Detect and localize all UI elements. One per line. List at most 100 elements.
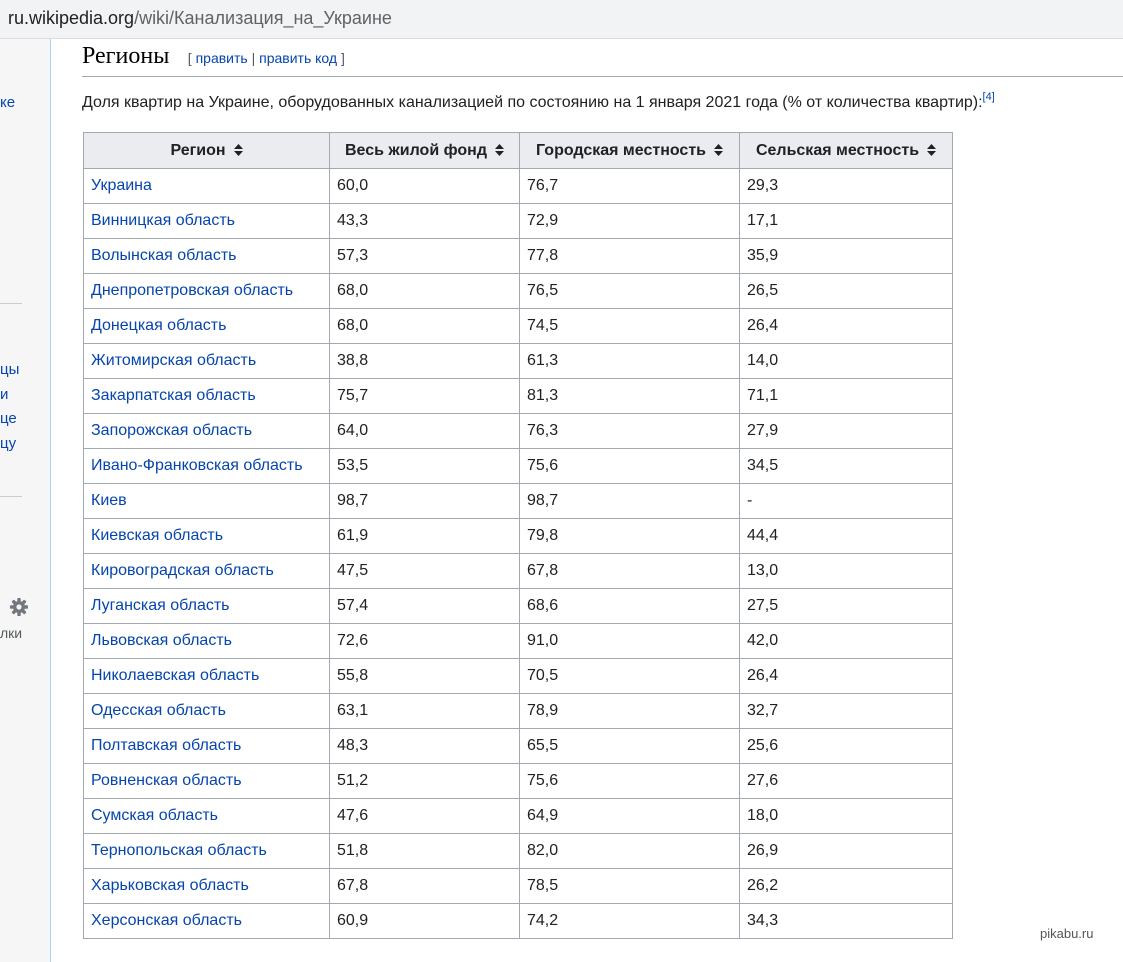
table-cell: 78,5 bbox=[519, 868, 740, 904]
region-link[interactable]: Харьковская область bbox=[83, 868, 330, 904]
region-link[interactable]: Донецкая область bbox=[83, 308, 330, 344]
table-cell: 51,8 bbox=[329, 833, 520, 869]
table-cell: 57,3 bbox=[329, 238, 520, 274]
table-cell: 76,7 bbox=[519, 168, 740, 204]
url-text[interactable]: ru.wikipedia.org/wiki/Канализация_на_Укр… bbox=[8, 8, 392, 29]
article-content: Регионы [ править | править код ] Доля к… bbox=[52, 39, 1123, 962]
region-link[interactable]: Луганская область bbox=[83, 588, 330, 624]
table-cell: 63,1 bbox=[329, 693, 520, 729]
browser-address-bar[interactable]: ru.wikipedia.org/wiki/Канализация_на_Укр… bbox=[0, 0, 1123, 39]
table-cell: 79,8 bbox=[519, 518, 740, 554]
region-link[interactable]: Закарпатская область bbox=[83, 378, 330, 414]
sort-icon bbox=[927, 143, 937, 156]
table-cell: 55,8 bbox=[329, 658, 520, 694]
table-row: Украина 60,0 76,7 29,3 bbox=[83, 168, 953, 204]
table-cell: 13,0 bbox=[739, 553, 953, 589]
table-cell: 53,5 bbox=[329, 448, 520, 484]
region-link[interactable]: Львовская область bbox=[83, 623, 330, 659]
sidebar-link-fragment[interactable]: и bbox=[0, 386, 9, 403]
sidebar-link-fragment[interactable]: це bbox=[0, 410, 17, 427]
region-link[interactable]: Кировоградская область bbox=[83, 553, 330, 589]
table-row: Волынская область 57,3 77,8 35,9 bbox=[83, 238, 953, 274]
table-row: Житомирская область 38,8 61,3 14,0 bbox=[83, 343, 953, 379]
column-header-label: Сельская местность bbox=[755, 141, 920, 159]
table-row: Херсонская область 60,9 74,2 34,3 bbox=[83, 903, 953, 939]
table-row: Одесская область 63,1 78,9 32,7 bbox=[83, 693, 953, 729]
table-row: Сумская область 47,6 64,9 18,0 bbox=[83, 798, 953, 834]
region-link[interactable]: Запорожская область bbox=[83, 413, 330, 449]
table-cell: 75,6 bbox=[519, 448, 740, 484]
table-header-row: Регион Весь жилой фонд Городская местнос… bbox=[83, 132, 953, 169]
table-row: Днепропетровская область 68,0 76,5 26,5 bbox=[83, 273, 953, 309]
sort-icon bbox=[713, 143, 723, 156]
table-row: Кировоградская область 47,5 67,8 13,0 bbox=[83, 553, 953, 589]
table-cell: 61,9 bbox=[329, 518, 520, 554]
region-link[interactable]: Днепропетровская область bbox=[83, 273, 330, 309]
region-link[interactable]: Сумская область bbox=[83, 798, 330, 834]
table-cell: 60,9 bbox=[329, 903, 520, 939]
region-link[interactable]: Волынская область bbox=[83, 238, 330, 274]
sort-icon bbox=[233, 143, 243, 156]
region-link[interactable]: Киевская область bbox=[83, 518, 330, 554]
edit-bracket-open: [ bbox=[187, 50, 192, 66]
table-cell: 26,5 bbox=[739, 273, 953, 309]
table-cell: 72,6 bbox=[329, 623, 520, 659]
reference-link[interactable]: [4] bbox=[982, 91, 995, 103]
region-link[interactable]: Ровненская область bbox=[83, 763, 330, 799]
table-cell: 27,5 bbox=[739, 588, 953, 624]
column-header-label: Регион bbox=[170, 141, 226, 159]
table-row: Ивано-Франковская область 53,5 75,6 34,5 bbox=[83, 448, 953, 484]
region-link[interactable]: Херсонская область bbox=[83, 903, 330, 939]
column-header-rural[interactable]: Сельская местность bbox=[739, 132, 953, 169]
table-cell: - bbox=[739, 483, 953, 519]
url-path: /wiki/Канализация_на_Украине bbox=[134, 8, 392, 28]
column-header-label: Весь жилой фонд bbox=[345, 141, 487, 159]
table-cell: 74,2 bbox=[519, 903, 740, 939]
edit-link[interactable]: править bbox=[195, 50, 248, 66]
region-link[interactable]: Одесская область bbox=[83, 693, 330, 729]
column-header-total[interactable]: Весь жилой фонд bbox=[329, 132, 520, 169]
table-cell: 64,0 bbox=[329, 413, 520, 449]
column-header-region[interactable]: Регион bbox=[83, 132, 330, 169]
table-cell: 75,7 bbox=[329, 378, 520, 414]
column-header-urban[interactable]: Городская местность bbox=[519, 132, 740, 169]
gear-icon[interactable] bbox=[9, 597, 29, 617]
table-cell: 81,3 bbox=[519, 378, 740, 414]
table-cell: 34,3 bbox=[739, 903, 953, 939]
table-row: Харьковская область 67,8 78,5 26,2 bbox=[83, 868, 953, 904]
edit-bracket-close: ] bbox=[340, 50, 345, 66]
edit-source-link[interactable]: править код bbox=[259, 50, 338, 66]
table-cell: 27,9 bbox=[739, 413, 953, 449]
table-cell: 38,8 bbox=[329, 343, 520, 379]
table-row: Николаевская область 55,8 70,5 26,4 bbox=[83, 658, 953, 694]
edit-separator: | bbox=[251, 50, 256, 66]
table-cell: 75,6 bbox=[519, 763, 740, 799]
table-cell: 98,7 bbox=[329, 483, 520, 519]
table-cell: 61,3 bbox=[519, 343, 740, 379]
region-link[interactable]: Полтавская область bbox=[83, 728, 330, 764]
table-cell: 26,2 bbox=[739, 868, 953, 904]
table-cell: 65,5 bbox=[519, 728, 740, 764]
table-row: Закарпатская область 75,7 81,3 71,1 bbox=[83, 378, 953, 414]
table-row: Запорожская область 64,0 76,3 27,9 bbox=[83, 413, 953, 449]
table-cell: 47,6 bbox=[329, 798, 520, 834]
region-link[interactable]: Винницкая область bbox=[83, 203, 330, 239]
table-cell: 82,0 bbox=[519, 833, 740, 869]
region-link[interactable]: Николаевская область bbox=[83, 658, 330, 694]
region-link[interactable]: Украина bbox=[83, 168, 330, 204]
table-cell: 35,9 bbox=[739, 238, 953, 274]
region-link[interactable]: Житомирская область bbox=[83, 343, 330, 379]
table-cell: 71,1 bbox=[739, 378, 953, 414]
region-link[interactable]: Киев bbox=[83, 483, 330, 519]
table-cell: 27,6 bbox=[739, 763, 953, 799]
sidebar-link-fragment[interactable]: цу bbox=[0, 435, 17, 452]
table-row: Киевская область 61,9 79,8 44,4 bbox=[83, 518, 953, 554]
region-link[interactable]: Тернопольская область bbox=[83, 833, 330, 869]
sidebar-link-fragment[interactable]: цы bbox=[0, 361, 20, 378]
section-edit-links: [ править | править код ] bbox=[188, 50, 345, 66]
table-cell: 42,0 bbox=[739, 623, 953, 659]
table-cell: 78,9 bbox=[519, 693, 740, 729]
sidebar-link-fragment[interactable]: ке bbox=[0, 94, 16, 111]
region-link[interactable]: Ивано-Франковская область bbox=[83, 448, 330, 484]
table-cell: 26,4 bbox=[739, 308, 953, 344]
